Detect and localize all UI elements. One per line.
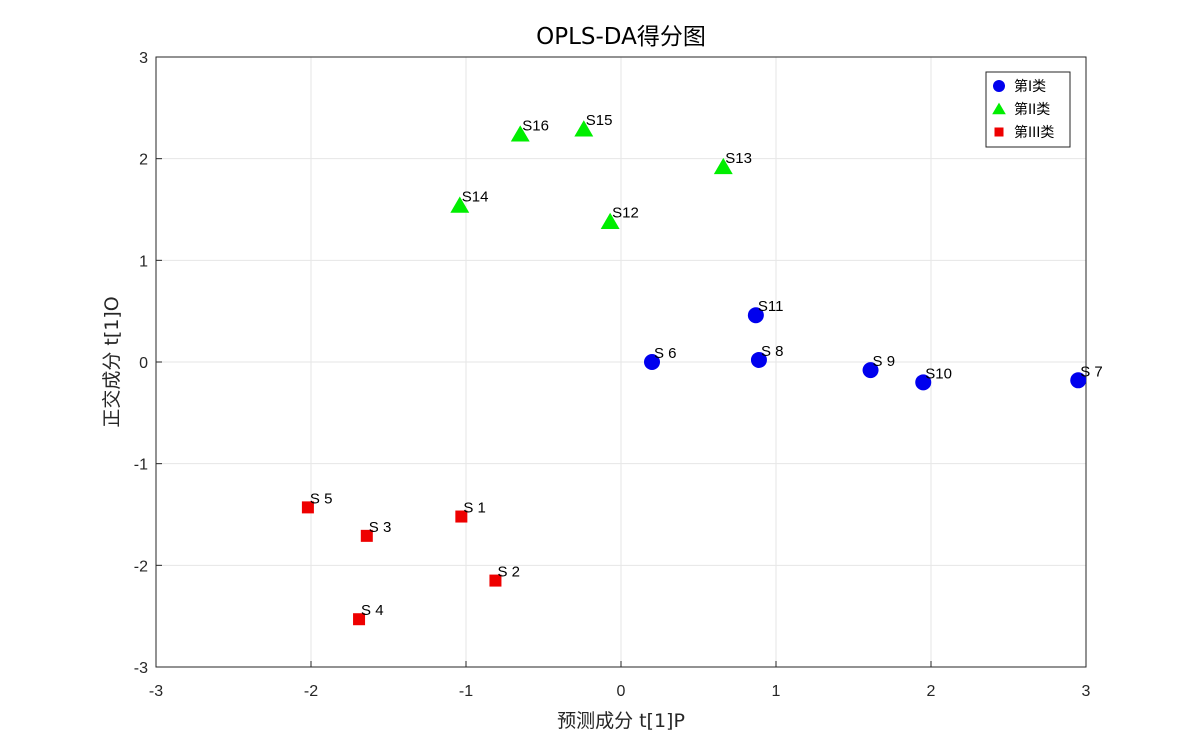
data-point-circle — [1070, 372, 1087, 389]
legend-entry-label: 第III类 — [1014, 124, 1054, 141]
data-point-square — [489, 574, 502, 587]
y-tick-label: -3 — [134, 660, 148, 677]
data-point-square — [353, 613, 366, 626]
grid — [156, 57, 1086, 667]
y-tick-label: 0 — [139, 355, 148, 372]
point-label: S 6 — [654, 345, 677, 362]
axis-ticks: -3 -2 -1 0 1 2 3 -3 -2 -1 0 1 2 3 — [134, 50, 1091, 700]
data-point-circle — [644, 354, 660, 370]
data-point-triangle — [450, 196, 470, 213]
point-label: S 2 — [497, 564, 520, 581]
legend-marker — [993, 80, 1005, 92]
legend-entry-label: 第II类 — [1014, 101, 1050, 118]
point-label: S12 — [612, 205, 639, 222]
data-point-circle — [750, 351, 767, 368]
y-axis-label: 正交成分 t[1]O — [101, 296, 123, 427]
data-point-circle — [862, 362, 879, 379]
point-label: S 9 — [873, 353, 896, 370]
data-point-triangle — [574, 120, 594, 137]
x-tick-label: -1 — [459, 683, 473, 700]
series-group: S 6 S 7 S 8 S 9 S10 S11 — [644, 298, 1103, 391]
x-axis-label: 预测成分 t[1]P — [557, 710, 685, 732]
y-tick-label: 2 — [139, 152, 148, 169]
point-label: S15 — [586, 112, 613, 129]
series-group: S 1 S 2 S 3 S 4 S 5 — [301, 490, 520, 626]
point-label: S 3 — [369, 519, 392, 536]
point-label: S 1 — [463, 500, 486, 517]
x-tick-label: -3 — [149, 683, 163, 700]
point-label: S11 — [758, 298, 784, 315]
data-point-circle — [915, 374, 932, 391]
chart-title: OPLS-DA得分图 — [536, 24, 706, 50]
point-label: S 7 — [1080, 363, 1103, 380]
data-point-triangle — [713, 157, 733, 175]
y-tick-label: 3 — [139, 50, 148, 67]
data-point-circle — [747, 307, 764, 324]
data-point-square — [455, 510, 468, 523]
series-group: S12 S13 S14 S15 S16 — [450, 112, 752, 229]
point-label: S10 — [925, 365, 952, 382]
point-label: S14 — [462, 188, 489, 205]
point-label: S 5 — [310, 490, 333, 507]
point-label: S 8 — [761, 343, 784, 360]
point-label: S 4 — [361, 602, 384, 619]
y-tick-label: 1 — [139, 253, 148, 270]
point-label: S13 — [725, 150, 752, 167]
legend-marker — [994, 127, 1004, 137]
x-tick-label: 0 — [617, 683, 626, 700]
data-point-triangle — [600, 212, 620, 229]
x-tick-label: -2 — [304, 683, 318, 700]
x-tick-label: 1 — [772, 683, 781, 700]
point-label: S16 — [522, 117, 549, 134]
data-point-triangle — [510, 125, 530, 142]
x-tick-label: 2 — [927, 683, 936, 700]
y-tick-label: -1 — [134, 457, 148, 474]
legend-marker — [992, 102, 1006, 115]
data-point-square — [301, 501, 314, 514]
y-tick-label: -2 — [134, 558, 148, 575]
x-tick-label: 3 — [1082, 683, 1091, 700]
legend-entry-label: 第I类 — [1014, 78, 1046, 95]
data-point-square — [360, 529, 373, 542]
